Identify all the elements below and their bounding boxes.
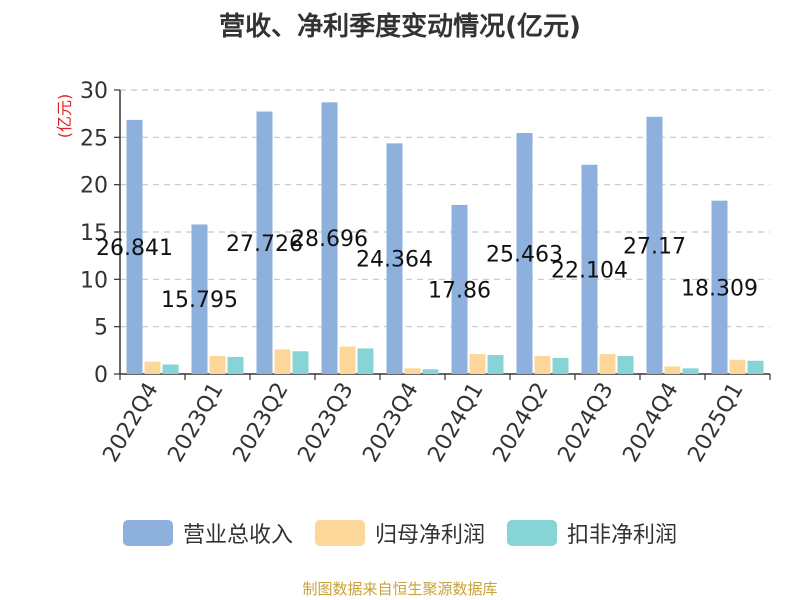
legend-item-revenue[interactable]: 营业总收入 [122,517,293,549]
y-tick-label: 5 [94,316,108,341]
revenue-data-label: 18.309 [681,276,758,301]
y-tick-label: 20 [80,174,108,199]
net-profit-bar [274,349,291,374]
net-profit-bar [209,356,226,374]
y-tick-label: 15 [80,221,108,246]
revenue-bar [191,224,208,374]
revenue-bar [451,204,468,374]
x-tick-label: 2024Q1 [423,379,488,467]
legend-swatch-net-profit [314,520,365,546]
x-tick-label: 2023Q1 [163,379,228,467]
revenue-data-label: 28.696 [291,227,368,252]
chart-title: 营收、净利季度变动情况(亿元) [219,12,581,42]
legend-label-net-profit: 归母净利润 [374,523,485,548]
net-profit-bar [599,354,616,374]
revenue-bar [126,119,143,374]
revenue-bar [386,143,403,374]
x-tick-label: 2024Q2 [488,379,553,467]
x-tick-label: 2022Q4 [98,379,163,467]
revenue-data-label: 22.104 [551,258,628,283]
legend-label-revenue: 营业总收入 [182,523,293,548]
net-profit-bar [144,361,161,374]
net-profit-bar [404,368,421,374]
legend-label-deducted-profit: 扣非净利润 [567,523,678,548]
revenue-data-label: 25.463 [486,242,563,267]
data-source-note: 制图数据来自恒生聚源数据库 [302,580,498,598]
legend-swatch-deducted-profit [507,520,557,546]
net-profit-bar [534,356,551,374]
x-tick-label: 2024Q4 [618,379,683,467]
x-tick-label: 2023Q4 [358,379,423,467]
deducted-profit-bar [487,355,504,374]
x-tick-label: 2024Q3 [553,379,618,467]
revenue-data-label: 27.17 [623,234,686,259]
revenue-bar [256,111,273,375]
deducted-profit-bar [357,348,374,374]
revenue-bar [711,200,728,374]
revenue-bar [581,164,598,374]
net-profit-bar [729,359,746,374]
revenue-bar [646,116,663,375]
revenue-data-label: 27.726 [226,232,303,257]
deducted-profit-bar [747,360,764,374]
revenue-data-label: 26.841 [96,236,173,261]
revenue-data-label: 17.86 [428,278,491,303]
deducted-profit-bar [682,368,699,374]
deducted-profit-bar [617,356,634,374]
revenue-data-label: 24.364 [356,248,433,273]
deducted-profit-bar [292,351,309,374]
deducted-profit-bar [162,364,179,374]
deducted-profit-bar [552,357,569,374]
y-tick-label: 30 [80,79,108,104]
revenue-bar [321,102,338,374]
x-tick-label: 2025Q1 [683,379,748,467]
deducted-profit-bar [422,369,439,374]
x-tick-label: 2023Q3 [293,379,358,467]
x-tick-label: 2023Q2 [228,379,293,467]
y-tick-label: 10 [80,268,108,293]
legend: 营业总收入 归母净利润 扣非净利润 [0,517,800,549]
net-profit-bar [469,354,486,374]
net-profit-bar [339,346,356,374]
y-tick-label: 0 [94,363,108,388]
revenue-bar [516,132,533,374]
legend-item-deducted-profit[interactable]: 扣非净利润 [507,517,677,549]
y-axis-label: (亿元) [55,94,74,139]
legend-item-net-profit[interactable]: 归母净利润 [314,517,485,549]
deducted-profit-bar [227,356,244,374]
legend-swatch-revenue [122,520,173,546]
revenue-data-label: 15.795 [161,288,238,313]
net-profit-bar [664,366,681,374]
y-tick-label: 25 [80,126,108,151]
